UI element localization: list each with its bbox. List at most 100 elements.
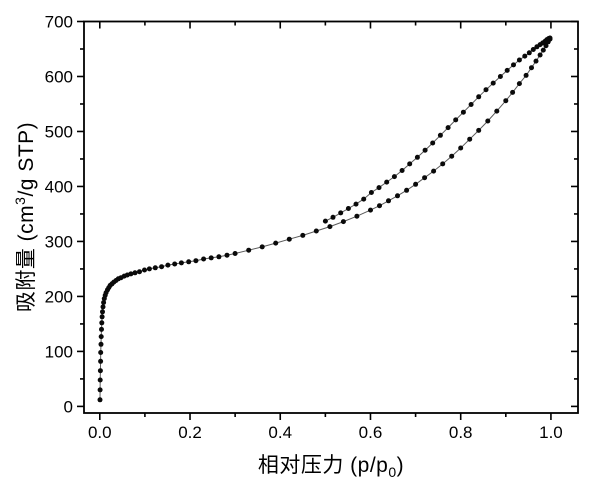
adsorption-point bbox=[458, 145, 464, 151]
desorption-point bbox=[511, 62, 516, 68]
adsorption-point bbox=[286, 236, 292, 242]
y-axis-label-text: 吸附量 (cm bbox=[15, 204, 38, 313]
adsorption-point bbox=[142, 267, 147, 273]
x-axis-label-text: 相对压力 (p/p bbox=[257, 454, 389, 477]
desorption-point bbox=[422, 147, 428, 153]
adsorption-point bbox=[178, 260, 184, 266]
desorption-point bbox=[526, 50, 532, 56]
adsorption-point bbox=[159, 264, 165, 270]
y-tick-label: 700 bbox=[45, 13, 73, 32]
desorption-point bbox=[391, 174, 397, 180]
mirror-ticks bbox=[98, 20, 578, 408]
adsorption-point bbox=[98, 341, 104, 347]
adsorption-point bbox=[246, 247, 252, 253]
adsorption-point bbox=[395, 193, 400, 199]
y-tick-label: 0 bbox=[64, 397, 73, 416]
x-axis-label-tail: ) bbox=[396, 454, 405, 477]
x-tick-label: 0.4 bbox=[268, 423, 292, 442]
adsorption-point bbox=[128, 271, 134, 277]
series-desorption bbox=[322, 35, 553, 224]
desorption-point bbox=[497, 74, 503, 79]
adsorption-point bbox=[485, 118, 491, 124]
adsorption-point bbox=[368, 207, 373, 213]
adsorption-point bbox=[165, 262, 171, 268]
adsorption-point bbox=[540, 47, 546, 53]
desorption-point bbox=[437, 132, 443, 138]
adsorption-point bbox=[529, 65, 534, 71]
series-adsorption bbox=[97, 36, 553, 403]
desorption-point bbox=[445, 125, 451, 131]
adsorption-point bbox=[533, 58, 539, 64]
adsorption-point bbox=[97, 397, 103, 403]
adsorption-point bbox=[404, 187, 410, 193]
y-tick-label: 600 bbox=[45, 67, 73, 86]
adsorption-point bbox=[449, 153, 455, 159]
desorption-point bbox=[361, 196, 367, 202]
adsorption-point bbox=[97, 387, 103, 393]
desorption-point bbox=[460, 109, 466, 115]
adsorption-point bbox=[232, 251, 238, 256]
x-axis-label-subscript: 0 bbox=[388, 464, 397, 481]
y-tick-label: 400 bbox=[45, 177, 73, 196]
x-tick-label: 0.8 bbox=[449, 423, 473, 442]
adsorption-point bbox=[98, 350, 104, 355]
y-tick-label: 200 bbox=[45, 287, 73, 306]
adsorption-point bbox=[503, 98, 509, 104]
adsorption-point bbox=[99, 326, 104, 332]
desorption-point bbox=[338, 210, 344, 216]
adsorption-point bbox=[132, 270, 138, 276]
adsorption-point bbox=[97, 377, 103, 383]
desorption-point bbox=[414, 154, 420, 160]
adsorption-point bbox=[99, 314, 105, 320]
adsorption-point bbox=[97, 368, 103, 374]
desorption-line bbox=[325, 37, 551, 222]
adsorption-point bbox=[152, 265, 158, 271]
desorption-point bbox=[516, 57, 522, 63]
x-tick-label: 0.6 bbox=[359, 423, 383, 442]
y-axis-label: 吸附量 (cm3/g STP) bbox=[10, 57, 38, 377]
adsorption-point bbox=[413, 181, 419, 187]
adsorption-point bbox=[98, 334, 104, 340]
desorption-point bbox=[483, 87, 489, 93]
desorption-point bbox=[376, 185, 382, 191]
adsorption-point bbox=[193, 258, 199, 264]
desorption-point bbox=[430, 140, 436, 146]
adsorption-point bbox=[201, 256, 207, 262]
desorption-point bbox=[368, 190, 374, 195]
x-axis-label: 相对压力 (p/p0) bbox=[84, 449, 578, 480]
desorption-point bbox=[468, 102, 474, 107]
x-axis-ticks bbox=[98, 413, 552, 420]
adsorption-point bbox=[216, 254, 222, 260]
desorption-point bbox=[322, 218, 328, 224]
adsorption-point bbox=[354, 213, 360, 219]
adsorption-point bbox=[100, 304, 106, 310]
x-tick-label: 0.0 bbox=[88, 423, 112, 442]
x-tick-label: 1.0 bbox=[539, 423, 563, 442]
adsorption-point bbox=[516, 81, 522, 87]
plot-frame bbox=[83, 20, 579, 414]
y-tick-label: 300 bbox=[45, 232, 73, 251]
adsorption-point bbox=[476, 127, 482, 133]
desorption-point bbox=[530, 47, 536, 52]
y-axis-ticks bbox=[77, 20, 84, 408]
adsorption-point bbox=[431, 168, 437, 174]
y-axis-label-tail: /g STP) bbox=[15, 121, 38, 197]
adsorption-point bbox=[224, 252, 230, 258]
desorption-point bbox=[353, 201, 359, 207]
desorption-point bbox=[330, 214, 336, 220]
y-tick-label: 500 bbox=[45, 122, 73, 141]
adsorption-point bbox=[467, 136, 473, 142]
adsorption-point bbox=[377, 203, 382, 209]
adsorption-point bbox=[422, 175, 428, 181]
adsorption-point bbox=[98, 358, 104, 364]
desorption-point bbox=[490, 80, 496, 86]
adsorption-point bbox=[494, 108, 500, 114]
adsorption-point bbox=[100, 309, 105, 315]
adsorption-point bbox=[208, 255, 214, 261]
desorption-point bbox=[504, 67, 510, 73]
y-tick-label: 100 bbox=[45, 342, 73, 361]
adsorption-point bbox=[537, 52, 543, 58]
x-tick-label: 0.2 bbox=[178, 423, 202, 442]
